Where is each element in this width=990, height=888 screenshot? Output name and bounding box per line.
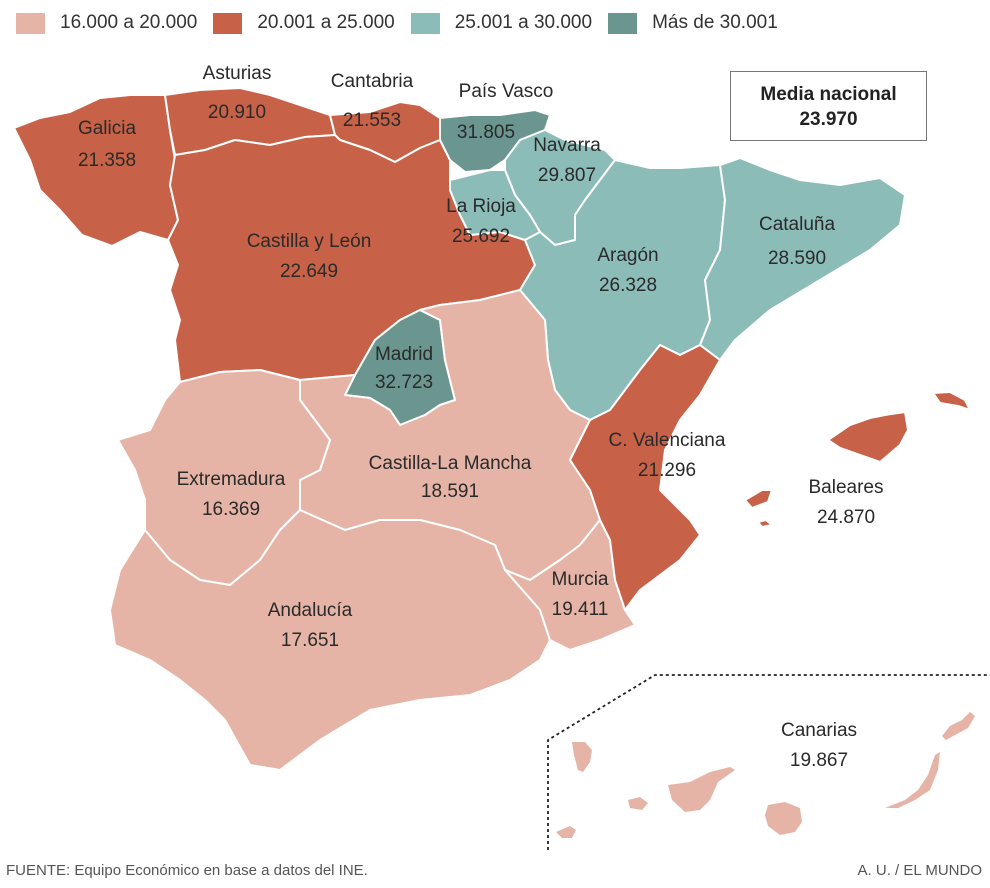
legend-item-20001-25000: 20.001 a 25.000 xyxy=(213,12,395,34)
region-name: Madrid xyxy=(374,344,434,365)
region-name: C. Valenciana xyxy=(608,430,726,451)
label-galicia: Galicia 21.358 xyxy=(78,115,136,175)
label-cataluna: Cataluña 28.590 xyxy=(759,211,835,273)
region-value: 25.692 xyxy=(451,226,511,247)
region-value: 16.369 xyxy=(201,499,261,520)
legend-label: Más de 30.001 xyxy=(652,12,778,33)
national-average-box: Media nacional 23.970 xyxy=(730,71,927,141)
region-value: 21.358 xyxy=(77,150,137,171)
region-value: 24.870 xyxy=(816,507,876,528)
label-extremadura: Extremadura 16.369 xyxy=(177,466,286,524)
region-value: 31.805 xyxy=(456,122,516,143)
region-name: Castilla-La Mancha xyxy=(368,453,532,474)
region-name: Cataluña xyxy=(758,214,836,235)
label-castilla-la-mancha: Castilla-La Mancha 18.591 xyxy=(369,450,532,506)
region-canarias-fuerteventura[interactable] xyxy=(885,752,940,808)
region-name: La Rioja xyxy=(446,196,516,217)
region-value: 26.328 xyxy=(598,275,658,296)
region-name: Extremadura xyxy=(176,469,286,490)
region-value: 21.553 xyxy=(342,110,402,131)
region-name: Andalucía xyxy=(267,600,353,621)
region-name: Baleares xyxy=(808,477,884,498)
region-name: País Vasco xyxy=(458,81,554,102)
region-name: Canarias xyxy=(780,720,858,741)
region-value: 29.807 xyxy=(537,165,597,186)
legend-swatch xyxy=(213,12,243,34)
legend-swatch xyxy=(608,12,638,34)
region-value: 28.590 xyxy=(767,248,827,269)
region-canarias-el-hierro[interactable] xyxy=(556,826,576,838)
region-value: 18.591 xyxy=(420,481,480,502)
region-c-valenciana[interactable] xyxy=(569,344,721,611)
region-value: 19.867 xyxy=(789,750,849,771)
national-average-title: Media nacional xyxy=(760,84,897,105)
region-name: Murcia xyxy=(551,569,609,590)
region-value: 22.649 xyxy=(279,261,339,282)
region-value: 19.411 xyxy=(551,599,609,620)
region-canarias-la-palma[interactable] xyxy=(572,742,592,772)
label-andalucia: Andalucía 17.651 xyxy=(268,597,353,655)
region-andalucia[interactable] xyxy=(109,509,551,771)
region-canarias-gran-canaria[interactable] xyxy=(765,802,802,835)
label-murcia: Murcia 19.411 xyxy=(551,566,608,624)
region-canarias-la-gomera[interactable] xyxy=(628,797,648,810)
region-baleares-mallorca[interactable] xyxy=(827,411,909,463)
label-castilla-leon: Castilla y León 22.649 xyxy=(247,228,372,286)
legend-swatch xyxy=(16,12,45,34)
region-canarias-lanzarote[interactable] xyxy=(942,712,975,740)
legend-label: 16.000 a 20.000 xyxy=(60,12,198,33)
legend-item-25001-30000: 25.001 a 30.000 xyxy=(410,12,593,34)
region-name: Castilla y León xyxy=(246,231,372,252)
region-value: 21.296 xyxy=(637,460,697,481)
region-canarias-tenerife[interactable] xyxy=(668,767,735,812)
legend-swatch xyxy=(410,12,440,34)
label-madrid: Madrid 32.723 xyxy=(375,341,433,397)
region-name: Aragón xyxy=(597,245,659,266)
region-name: Cantabria xyxy=(330,71,414,92)
credit-note: A. U. / EL MUNDO xyxy=(857,862,982,879)
label-canarias: Canarias 19.867 xyxy=(781,717,857,775)
label-navarra: Navarra 29.807 xyxy=(533,132,601,190)
region-name: Asturias xyxy=(202,63,272,84)
source-note: FUENTE: Equipo Económico en base a datos… xyxy=(6,862,368,879)
legend-label: 25.001 a 30.000 xyxy=(454,12,593,33)
label-la-rioja: La Rioja 25.692 xyxy=(446,193,516,251)
legend-label: 20.001 a 25.000 xyxy=(257,12,395,33)
legend-item-mas-30001: Más de 30.001 xyxy=(608,12,778,34)
region-value: 20.910 xyxy=(207,102,267,123)
region-cataluna[interactable] xyxy=(699,157,906,361)
region-name: Navarra xyxy=(533,135,601,156)
label-pais-vasco: País Vasco 31.805 xyxy=(457,78,554,147)
region-name: Galicia xyxy=(77,118,137,139)
label-aragon: Aragón 26.328 xyxy=(597,242,658,300)
national-average-value: 23.970 xyxy=(799,109,858,130)
region-value: 17.651 xyxy=(280,630,340,651)
label-asturias: Asturias 20.910 xyxy=(203,60,272,127)
region-value: 32.723 xyxy=(374,372,434,393)
label-baleares: Baleares 24.870 xyxy=(809,474,884,532)
label-c-valenciana: C. Valenciana 21.296 xyxy=(609,427,726,485)
canarias-inset-border xyxy=(547,674,990,850)
region-baleares-menorca[interactable] xyxy=(932,391,971,411)
label-cantabria: Cantabria 21.553 xyxy=(331,68,413,135)
legend-item-16000-20000: 16.000 a 20.000 xyxy=(16,12,197,34)
legend: 16.000 a 20.000 20.001 a 25.000 25.001 a… xyxy=(16,10,794,36)
region-baleares-formentera[interactable] xyxy=(757,519,773,528)
region-baleares-ibiza[interactable] xyxy=(744,489,773,509)
